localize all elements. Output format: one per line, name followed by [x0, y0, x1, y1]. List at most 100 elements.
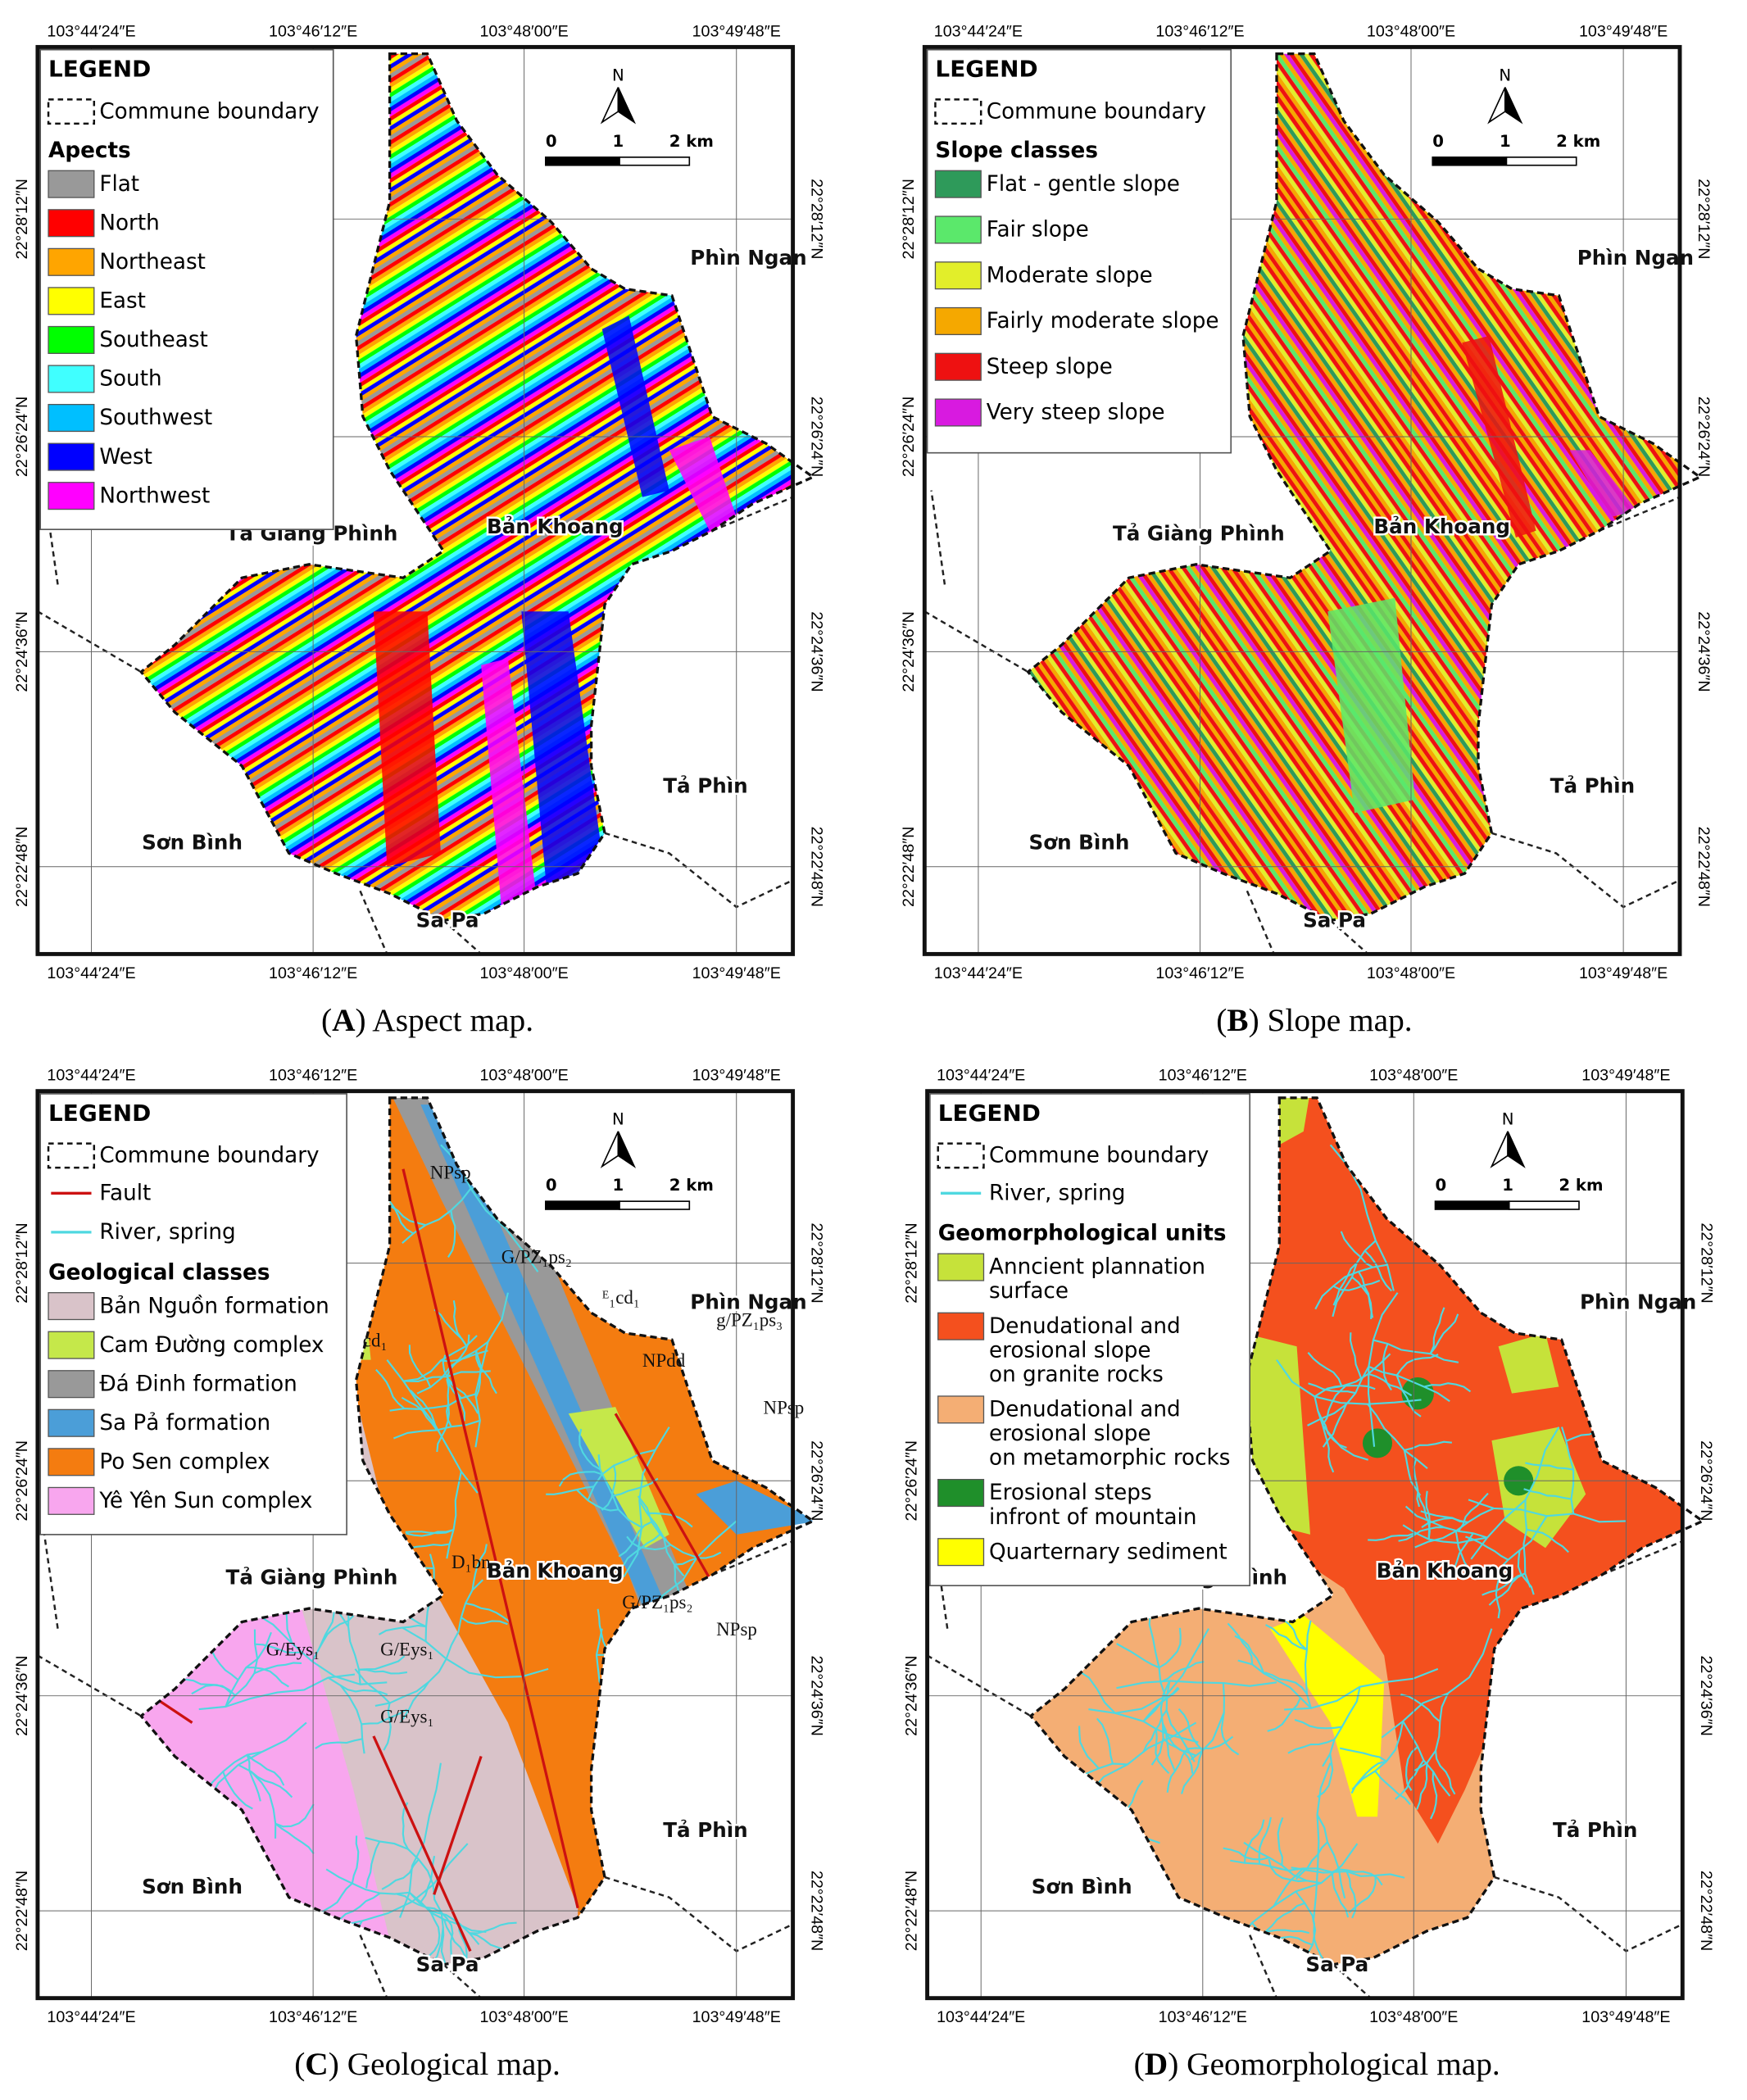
lat-label: 22°26′24″N [1697, 1440, 1715, 1521]
legend-swatch [934, 98, 982, 125]
scale-label: 0 [546, 1176, 557, 1195]
place-name: Phìn Ngan [690, 1290, 806, 1313]
river [1429, 1771, 1438, 1820]
river [410, 1390, 438, 1431]
geology-label: cd₁ [363, 1330, 388, 1350]
legend-swatch [937, 1253, 985, 1281]
legend-label: River, spring [989, 1182, 1125, 1206]
river [1398, 1526, 1445, 1542]
caption-part: ) Geomorphological map. [1168, 2046, 1500, 2082]
legend-label: Denudational and [989, 1398, 1181, 1422]
place-name: Tả Phìn [663, 774, 747, 798]
place-name: Sa Pa [1305, 1953, 1368, 1976]
legend-swatch [934, 306, 982, 336]
river [433, 1309, 468, 1347]
north-label: N [612, 66, 624, 84]
legend-label: Steep slope [987, 355, 1113, 379]
legend-swatch [48, 1408, 95, 1437]
lat-label: 22°24′36″N [1697, 1655, 1715, 1735]
river [1264, 1671, 1308, 1695]
lon-label: 103°48′00″E [1369, 2008, 1458, 2026]
lat-label: 22°22′48″N [902, 1871, 920, 1951]
texture-patch [1569, 450, 1637, 518]
lon-label: 103°48′00″E [479, 22, 568, 40]
river [1429, 1313, 1459, 1354]
river [1488, 1572, 1526, 1606]
neighbour-boundary [1601, 1540, 1683, 1576]
legend-label: Fairly moderate slope [987, 309, 1219, 333]
unit-ancient [1279, 1097, 1311, 1145]
river [1450, 1532, 1474, 1577]
river [1340, 1747, 1387, 1762]
river [375, 1368, 406, 1409]
river [1368, 1372, 1413, 1397]
lon-label: 103°44′24″E [47, 22, 135, 40]
caption-part: ( [1134, 2046, 1145, 2082]
scale-label: 2 km [669, 132, 714, 151]
river [1395, 1375, 1422, 1417]
river [1296, 1841, 1328, 1880]
river [1331, 1871, 1350, 1918]
river [1294, 1719, 1342, 1730]
geology-label: G/Eys₁ [266, 1639, 320, 1659]
river [1142, 1686, 1179, 1722]
lon-label: 103°48′00″E [479, 964, 568, 982]
river [558, 1471, 603, 1487]
river [1349, 1332, 1363, 1380]
river [446, 1376, 466, 1422]
river [474, 1350, 497, 1395]
river [402, 1802, 409, 1850]
river [1276, 1359, 1422, 1405]
river [1116, 1643, 1159, 1669]
river [365, 1840, 381, 1889]
legend-swatch [934, 261, 982, 290]
legend-swatch [48, 247, 95, 276]
legend-label: Anncient plannation [989, 1255, 1205, 1280]
legend-swatch [934, 215, 982, 244]
river [1277, 1817, 1284, 1866]
river [1116, 1680, 1277, 1690]
river [1243, 1819, 1265, 1863]
river [1220, 1712, 1240, 1756]
river [1413, 1693, 1449, 1771]
scale-label: 0 [1436, 1176, 1447, 1195]
legend: LEGEND Commune boundary River, spring Geomo… [929, 1093, 1251, 1587]
river [358, 1655, 406, 1671]
river [1423, 1382, 1472, 1393]
lat-label: 22°24′36″N [13, 1655, 31, 1735]
texture-patch [601, 315, 669, 497]
river [1395, 1759, 1425, 1800]
lon-label: 103°49′48″E [1581, 2008, 1670, 2026]
texture-patch [669, 437, 737, 531]
river [1454, 1531, 1472, 1577]
river [1434, 1750, 1456, 1795]
lon-label: 103°48′00″E [479, 1067, 568, 1085]
river [461, 1617, 508, 1626]
legend-group-title: Geological classes [48, 1260, 270, 1285]
lon-label: 103°46′12″E [269, 1067, 357, 1085]
neighbour-boundary [1329, 919, 1369, 955]
texture-patch [521, 611, 602, 908]
legend-swatch [937, 1312, 985, 1340]
legend-label: on granite rocks [989, 1363, 1164, 1387]
geology-label: NPsp [430, 1162, 471, 1182]
river [1258, 1817, 1272, 1864]
scale-label: 2 km [1559, 1176, 1603, 1195]
legend-label: West [99, 445, 152, 469]
caption-part: ) Slope map. [1249, 1002, 1413, 1038]
legend-swatch [48, 482, 95, 510]
river [1338, 1868, 1383, 1886]
river [1227, 1622, 1254, 1665]
river [1381, 1628, 1493, 1739]
river [1155, 1729, 1170, 1775]
river [647, 1512, 693, 1528]
geology-label: G/PZ₁ps₂ [622, 1592, 692, 1612]
legend-swatch [48, 287, 95, 315]
scale-bar [545, 1200, 620, 1210]
texture-patch [481, 658, 538, 908]
legend-label: Northwest [99, 483, 210, 508]
north-arrow [1504, 87, 1523, 125]
